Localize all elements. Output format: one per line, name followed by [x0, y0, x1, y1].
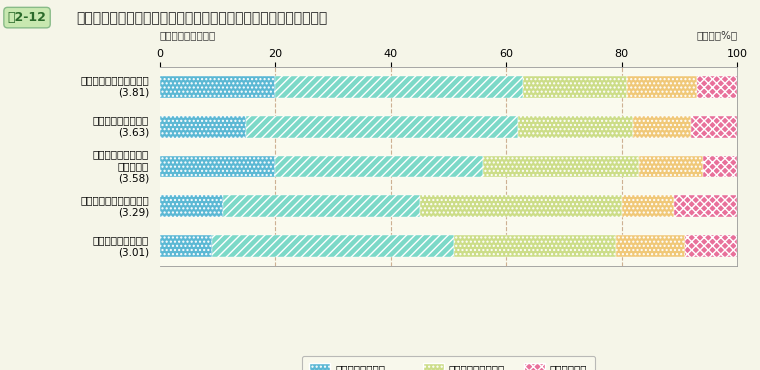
Bar	[160, 115, 246, 138]
Bar	[616, 235, 686, 257]
Bar	[639, 155, 702, 178]
Bar	[702, 155, 737, 178]
Bar	[211, 235, 454, 257]
Bar	[483, 155, 639, 178]
Bar	[673, 195, 737, 218]
Bar	[454, 235, 616, 257]
Bar	[275, 155, 483, 178]
Text: 図2-12: 図2-12	[8, 11, 46, 24]
Text: 質問項目（平均値）: 質問項目（平均値）	[160, 31, 216, 41]
Bar	[246, 115, 518, 138]
Bar	[160, 76, 275, 98]
Legend: まったくその通り, どちらかといえばその通り, どちらともいえない, どちらかといえば違う, まったく違う: まったくその通り, どちらかといえばその通り, どちらともいえない, どちらかと…	[302, 356, 595, 370]
Bar	[697, 76, 737, 98]
Bar	[160, 235, 211, 257]
Bar	[518, 115, 633, 138]
Bar	[691, 115, 737, 138]
Bar	[628, 76, 697, 98]
Bar	[524, 76, 628, 98]
Bar	[275, 76, 524, 98]
Bar	[420, 195, 622, 218]
Bar	[160, 195, 223, 218]
Text: （単位：%）: （単位：%）	[696, 31, 737, 41]
Bar	[686, 235, 737, 257]
Bar	[160, 155, 275, 178]
Text: 【全体的な意識】の領域に属する質問項目別の回答割合及び平均値: 【全体的な意識】の領域に属する質問項目別の回答割合及び平均値	[76, 11, 328, 25]
Bar	[622, 195, 673, 218]
Bar	[223, 195, 420, 218]
Bar	[633, 115, 691, 138]
